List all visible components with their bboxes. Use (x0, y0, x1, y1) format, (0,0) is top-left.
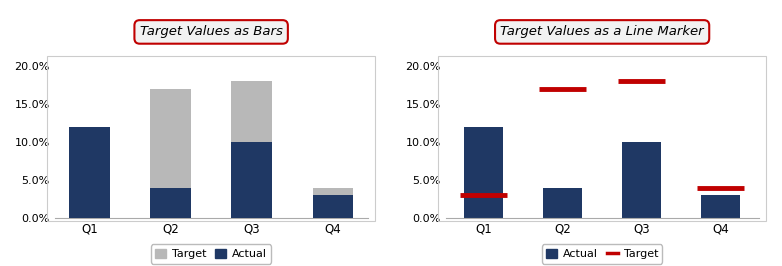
Bar (313, 188, 353, 218)
Bar (313, 195, 353, 218)
Bar (231, 142, 272, 218)
Bar (150, 89, 191, 218)
Bar (464, 127, 504, 218)
Text: Target Values as a Line Marker: Target Values as a Line Marker (500, 26, 704, 38)
Bar (69, 195, 109, 218)
Bar (231, 81, 272, 218)
Legend: Target, Actual: Target, Actual (151, 244, 271, 264)
Bar (150, 188, 191, 218)
Legend: Actual, Target: Actual, Target (542, 244, 662, 264)
Bar (69, 127, 109, 218)
Bar (543, 188, 583, 218)
Bar (622, 142, 662, 218)
Bar (701, 195, 741, 218)
Text: Target Values as Bars: Target Values as Bars (140, 26, 282, 38)
